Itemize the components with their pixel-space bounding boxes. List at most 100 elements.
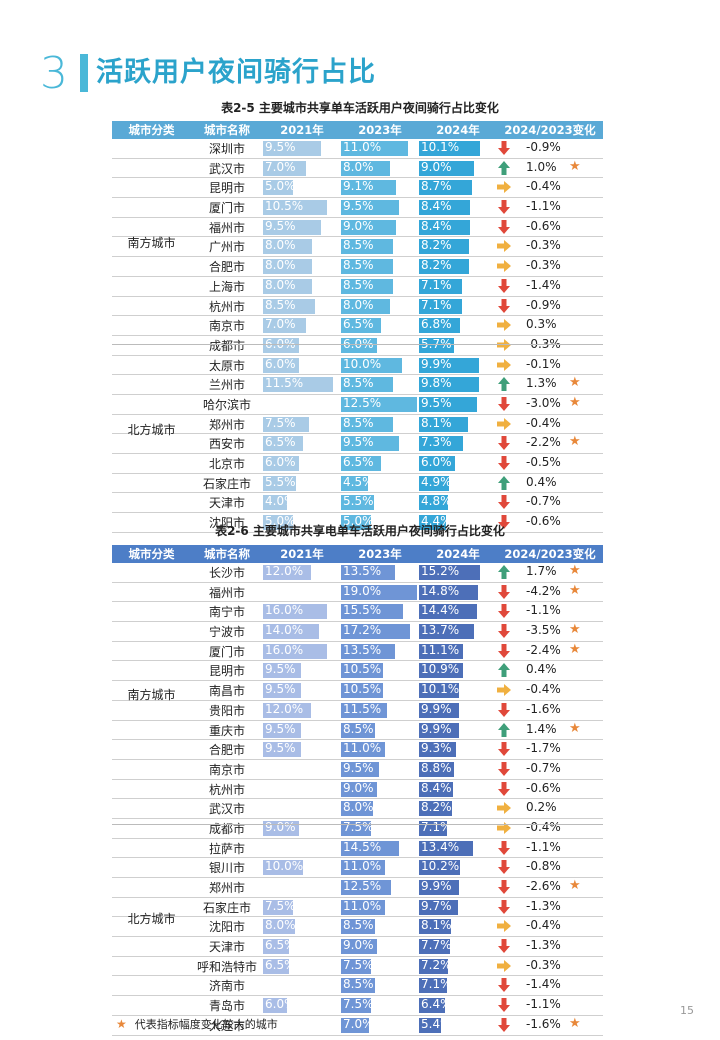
value-bar-2024 [419,200,471,216]
arrow-down-icon [495,760,513,778]
table-row: 深圳市 9.5% 11.0% 10.1% -0.9% [112,139,603,159]
value-label-2024: 9.7% [421,898,452,913]
value-bar-2021 [263,318,306,334]
value-label-2023: 8.5% [343,721,374,736]
change-value: -2.6% [526,879,561,893]
value-label-2023: 8.5% [343,415,374,430]
city-name: 重庆市 [208,723,245,738]
value-bar-2023 [341,919,375,935]
col-header-2021: 2021年 [280,547,324,561]
arrow-down-icon [495,513,513,531]
value-label-2023: 14.5% [343,839,382,854]
col-header-change: 2024/2023变化 [504,123,596,137]
value-label-2021: 10.0% [265,859,304,874]
city-name: 福州市 [208,220,245,235]
table-row: 贵阳市 12.0% 11.5% 9.9% -1.6% [112,701,603,721]
value-bar-2023 [341,604,403,620]
value-label-2024: 10.1% [421,682,460,697]
value-label-2023: 8.5% [343,258,374,273]
value-label-2021: 6.5% [265,938,296,953]
change-value: 1.7% [526,564,557,578]
table2-header: 城市分类 城市名称 2021年 2023年 2024年 2024/2023变化 [112,545,603,563]
arrow-right-icon [495,178,513,196]
table-row: 南宁市 16.0% 15.5% 14.4% -1.1% [112,602,603,623]
value-bar-2023 [341,1017,369,1033]
arrow-down-icon [495,642,513,660]
value-bar-2021 [263,278,312,294]
value-bar-2023 [341,219,396,235]
value-bar-2023 [341,801,373,817]
value-bar-2024 [419,456,456,471]
value-label-2024: 7.2% [421,957,452,972]
value-bar-2021 [263,958,289,974]
value-bar-2023 [341,278,393,294]
change-value: -3.0% [526,395,561,410]
change-value: -0.4% [526,682,561,697]
value-bar-2023 [341,958,371,974]
change-value: -0.1% [526,356,561,371]
change-value: -1.4% [526,277,561,292]
value-bar-2021 [263,377,333,393]
col-header-2024: 2024年 [436,123,480,137]
arrow-up-icon [495,474,513,492]
value-label-2024: 13.7% [421,623,460,638]
value-label-2023: 8.5% [343,376,374,391]
value-label-2023: 7.5% [343,997,374,1012]
star-icon: ★ [569,622,581,638]
change-value: 0.4% [526,474,557,489]
value-label-2021: 7.0% [265,317,296,332]
change-value: -0.6% [526,514,561,529]
change-value: -1.1% [526,199,561,214]
change-value: -4.2% [526,583,561,598]
value-bar-2023 [341,860,385,876]
value-label-2023: 8.5% [343,977,374,992]
col-header-category: 城市分类 [128,123,175,137]
table1-body: 深圳市 9.5% 11.0% 10.1% -0.9% 武汉市 7.0% 8.0% 9.0% 1.0… [112,139,603,533]
value-bar-2024 [419,160,474,176]
change-value: -0.3% [526,258,561,273]
value-bar-2023 [341,742,385,758]
city-name: 武汉市 [208,161,245,176]
value-label-2024: 15.2% [421,564,460,578]
value-bar-2021 [263,200,327,216]
table-ebike-night-ratio: 城市分类 城市名称 2021年 2023年 2024年 2024/2023变化 … [112,545,603,1036]
value-bar-2024 [419,298,463,314]
value-bar-2024 [419,880,459,895]
city-name: 沈阳市 [208,920,245,935]
group-divider [112,343,603,345]
value-label-2023: 9.1% [343,179,374,194]
city-name: 南昌市 [208,684,245,699]
table-row: 沈阳市 8.0% 8.5% 8.1% -0.4% [112,917,603,938]
value-bar-2023 [341,899,385,915]
value-label-2023: 9.5% [343,435,374,450]
value-bar-2021 [263,565,311,580]
value-bar-2023 [341,318,381,334]
city-name: 天津市 [208,940,245,955]
value-label-2021: 16.0% [265,642,304,657]
city-name: 福州市 [208,585,245,600]
table-row: 拉萨市 14.5% 13.4% -1.1% [112,839,603,859]
table-row: 郑州市 7.5% 8.5% 8.1% -0.4% [112,415,603,435]
value-label-2021: 9.5% [265,140,296,154]
arrow-down-icon [495,878,513,896]
value-label-2024: 8.4% [421,780,452,795]
star-icon: ★ [569,394,581,410]
table-row: 武汉市 8.0% 8.2% 0.2% [112,799,603,819]
city-name: 合肥市 [208,743,245,758]
value-label-2023: 19.0% [343,583,382,598]
arrow-down-icon [495,996,513,1014]
value-label-2024: 14.8% [421,583,460,598]
city-name: 天津市 [208,496,245,511]
city-name: 郑州市 [208,417,245,432]
change-value: -1.6% [526,1016,561,1031]
value-label-2024: 14.4% [421,603,460,618]
value-label-2023: 12.5% [343,395,382,410]
table-row: 武汉市 7.0% 8.0% 9.0% 1.0% ★ [112,159,603,179]
value-label-2024: 7.7% [421,938,452,953]
value-bar-2023 [341,880,391,895]
value-label-2023: 10.5% [343,662,382,677]
col-header-category: 城市分类 [128,547,175,561]
col-header-2021: 2021年 [280,123,324,137]
city-name: 郑州市 [208,881,245,895]
table-row: 福州市 9.5% 9.0% 8.4% -0.6% [112,218,603,238]
